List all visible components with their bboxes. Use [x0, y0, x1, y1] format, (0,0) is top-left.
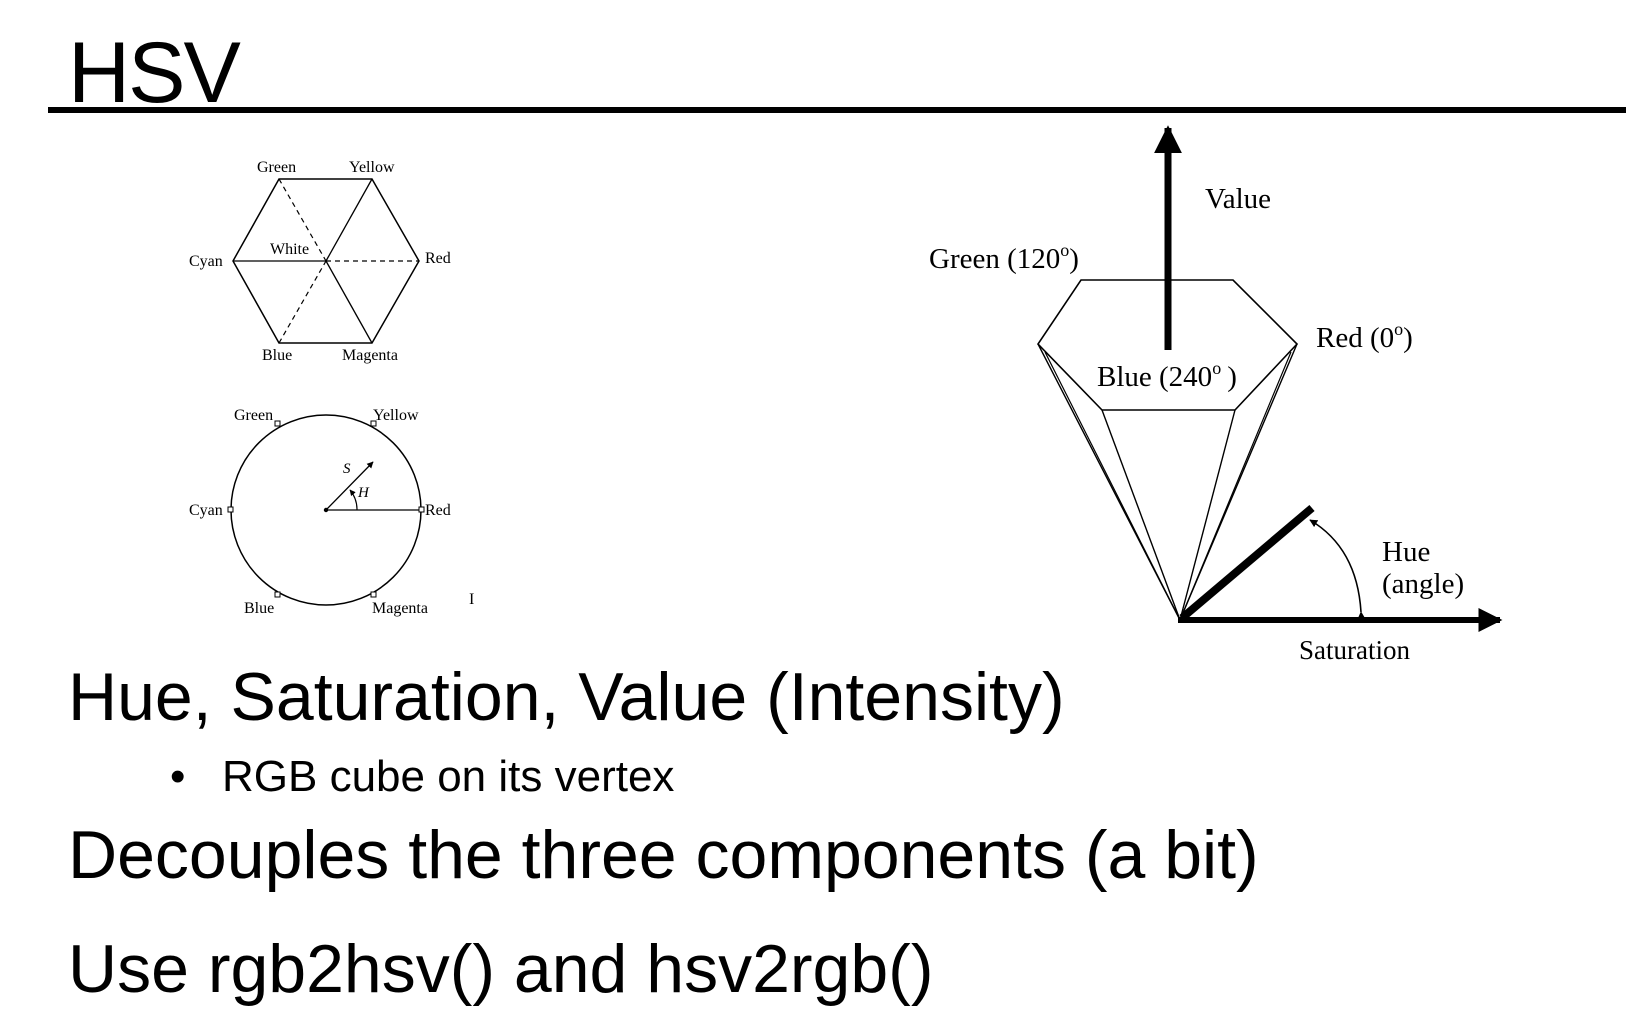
bullet-hue-saturation-value: Hue, Saturation, Value (Intensity) — [68, 659, 1065, 735]
hue-angle-arc — [349, 489, 358, 511]
hue-point-yellow — [370, 420, 377, 427]
circle-label-magenta: Magenta — [372, 600, 428, 617]
circle-label-green: Green — [234, 407, 273, 424]
circle-label-yellow: Yellow — [373, 407, 419, 424]
sub-bullet-text: RGB cube on its vertex — [222, 752, 675, 801]
circle-label-cyan: Cyan — [189, 502, 223, 519]
circle-label-s: S — [343, 461, 351, 477]
hexagon-label-blue: Blue — [262, 347, 292, 364]
hexcone-label-green: Green (120o) — [929, 240, 1079, 275]
title-underline — [48, 107, 1626, 113]
hue-angle-arrow — [1309, 519, 1366, 620]
circle-label-h: H — [357, 485, 370, 501]
hexagon-label-red: Red — [425, 250, 451, 267]
hexagon-label-cyan: Cyan — [189, 253, 223, 270]
hexagon-diagram: Green Yellow Cyan White Red Blue Magenta — [189, 159, 451, 364]
hue-point-blue — [274, 591, 281, 598]
hexagon-label-green: Green — [257, 159, 296, 176]
hue-point-cyan — [227, 506, 234, 513]
circle-stray-mark: I — [469, 591, 474, 608]
saturation-vector — [325, 461, 374, 511]
hexagon-dashed-blue — [278, 260, 327, 344]
hexagon-line-yellow-center — [325, 178, 373, 262]
slide-title: HSV — [68, 25, 241, 121]
hue-direction-bar — [1179, 504, 1315, 622]
hue-circle-diagram: Green Yellow Cyan Red Blue Magenta S H I — [189, 407, 474, 617]
hexagon-label-magenta: Magenta — [342, 347, 398, 364]
bullet-use-functions: Use rgb2hsv() and hsv2rgb() — [68, 931, 934, 1007]
hexcone-edge-front-left — [1101, 409, 1181, 621]
hexagon-label-yellow: Yellow — [349, 159, 395, 176]
hexcone-label-hue: Hue — [1382, 536, 1430, 568]
hexcone-label-blue: Blue (240o) — [1097, 358, 1237, 393]
hexagon-label-white: White — [270, 241, 309, 258]
hexcone-label-saturation: Saturation — [1299, 635, 1410, 665]
hexcone-label-value: Value — [1205, 183, 1271, 215]
hexcone-edge-left-inner — [1044, 351, 1181, 621]
bullet-decouples: Decouples the three components (a bit) — [68, 817, 1259, 893]
hue-point-magenta — [370, 591, 377, 598]
hexagon-dashed-green — [278, 178, 327, 262]
hue-point-red — [418, 506, 425, 513]
hexcone-edge-right-inner — [1179, 351, 1292, 621]
hexcone-label-red: Red (0o) — [1316, 319, 1413, 354]
hexagon-line-magenta-center — [325, 260, 373, 344]
hexcone-diagram: Value Green (120o) Red (0o) Blue (240o) … — [929, 125, 1503, 665]
sub-bullet-rgb-cube: • RGB cube on its vertex — [170, 752, 674, 802]
hue-point-green — [274, 420, 281, 427]
hexcone-label-hue-angle: (angle) — [1382, 568, 1464, 600]
bullet-dot: • — [170, 752, 186, 801]
hue-circle-center — [323, 507, 329, 513]
circle-label-blue: Blue — [244, 600, 274, 617]
hexcone-edge-front-right — [1179, 409, 1236, 621]
circle-label-red: Red — [425, 502, 451, 519]
